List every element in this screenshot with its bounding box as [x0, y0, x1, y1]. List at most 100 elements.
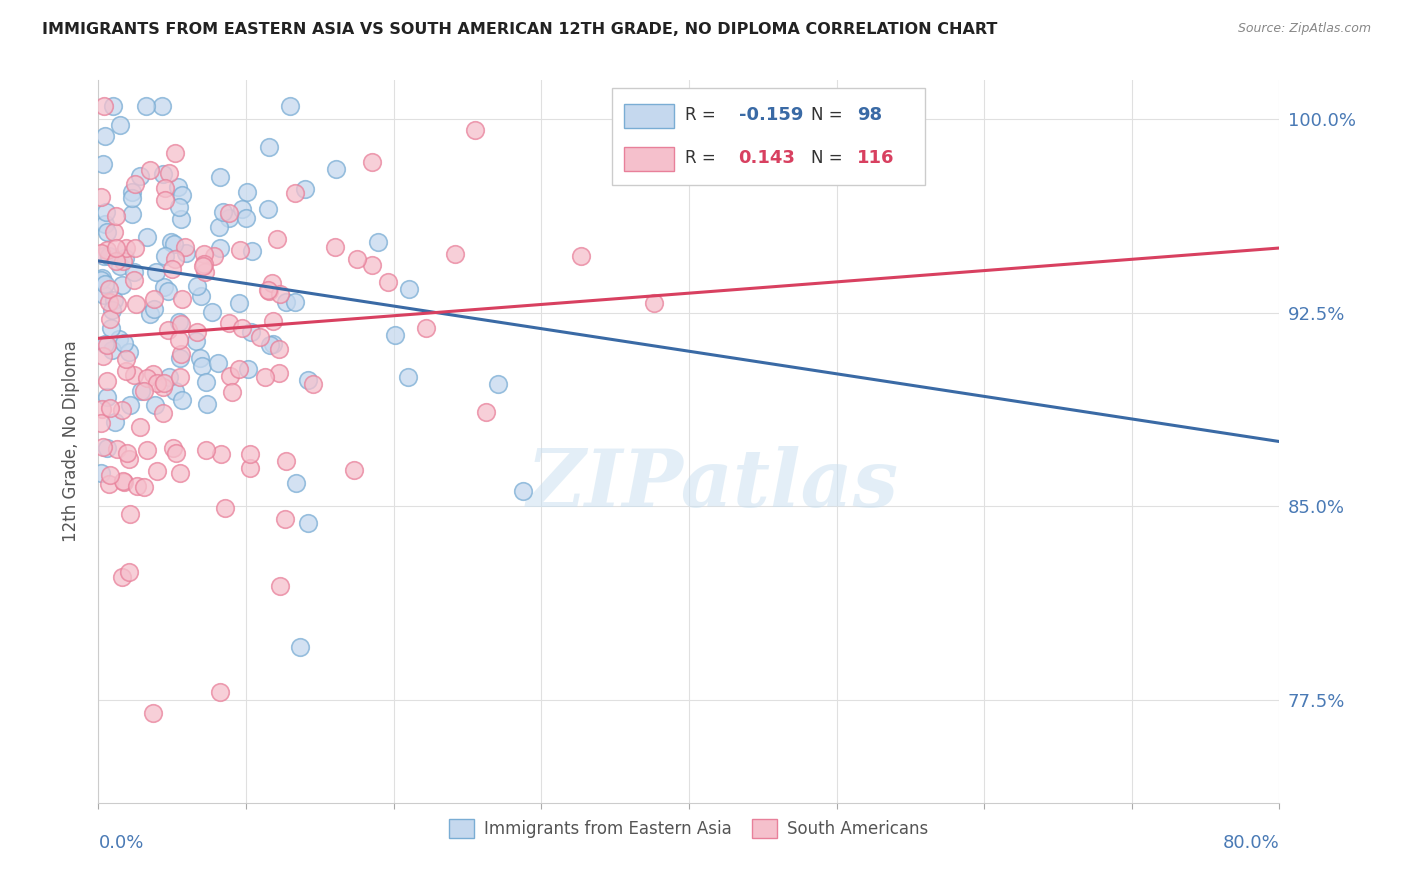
Text: N =: N =	[811, 106, 848, 124]
Text: ZIPatlas: ZIPatlas	[526, 446, 898, 524]
Point	[325, 161, 347, 176]
Point	[111, 403, 134, 417]
Point	[94, 218, 117, 232]
Point	[136, 443, 159, 458]
Text: Source: ZipAtlas.com: Source: ZipAtlas.com	[1237, 22, 1371, 36]
Point	[98, 468, 121, 483]
Point	[152, 380, 174, 394]
Point	[112, 475, 135, 489]
Text: 98: 98	[856, 106, 882, 124]
Point	[193, 257, 215, 271]
Point	[191, 259, 214, 273]
Point	[96, 225, 118, 239]
Point	[444, 247, 467, 261]
Point	[208, 684, 231, 698]
Point	[396, 370, 419, 384]
Point	[323, 240, 346, 254]
Point	[101, 343, 124, 357]
Point	[170, 293, 193, 307]
Point	[236, 362, 259, 376]
Text: 116: 116	[856, 149, 894, 167]
Point	[156, 323, 179, 337]
Point	[124, 177, 146, 191]
Text: 0.0%: 0.0%	[98, 834, 143, 852]
Point	[120, 398, 142, 412]
FancyBboxPatch shape	[624, 147, 673, 170]
Point	[108, 259, 131, 273]
Point	[257, 283, 280, 297]
Text: 80.0%: 80.0%	[1223, 834, 1279, 852]
Point	[157, 369, 180, 384]
Point	[170, 392, 193, 407]
Point	[155, 181, 177, 195]
Point	[90, 416, 112, 430]
Point	[195, 397, 218, 411]
Text: IMMIGRANTS FROM EASTERN ASIA VS SOUTH AMERICAN 12TH GRADE, NO DIPLOMA CORRELATIO: IMMIGRANTS FROM EASTERN ASIA VS SOUTH AM…	[42, 22, 997, 37]
Point	[90, 273, 112, 287]
Point	[108, 332, 131, 346]
Point	[239, 325, 262, 339]
Point	[118, 565, 141, 579]
Point	[142, 706, 165, 720]
Point	[96, 442, 118, 456]
FancyBboxPatch shape	[612, 87, 925, 185]
Text: N =: N =	[811, 149, 848, 167]
Point	[235, 211, 257, 225]
Point	[278, 99, 301, 113]
Point	[166, 180, 188, 194]
Point	[122, 368, 145, 383]
Point	[157, 166, 180, 180]
Point	[170, 188, 193, 202]
Point	[124, 242, 146, 256]
Point	[93, 349, 115, 363]
Point	[152, 406, 174, 420]
Point	[165, 146, 187, 161]
Point	[194, 265, 217, 279]
Point	[104, 210, 127, 224]
Point	[127, 479, 149, 493]
Point	[239, 447, 262, 461]
Point	[96, 204, 118, 219]
Point	[186, 279, 208, 293]
Point	[221, 384, 243, 399]
Point	[260, 276, 283, 290]
Point	[231, 202, 253, 216]
Point	[569, 249, 592, 263]
Point	[153, 250, 176, 264]
Point	[367, 235, 389, 249]
Point	[186, 326, 208, 340]
Point	[145, 265, 167, 279]
Point	[165, 384, 187, 398]
Point	[90, 467, 112, 481]
Point	[415, 320, 437, 334]
Point	[121, 185, 143, 199]
Point	[118, 345, 141, 359]
Point	[104, 241, 127, 255]
Point	[96, 374, 118, 388]
Point	[160, 261, 183, 276]
Point	[142, 293, 165, 307]
Point	[97, 282, 120, 296]
Point	[129, 384, 152, 398]
Point	[93, 157, 115, 171]
Point	[105, 442, 128, 456]
Y-axis label: 12th Grade, No Diploma: 12th Grade, No Diploma	[62, 341, 80, 542]
Point	[98, 249, 121, 263]
Point	[150, 99, 173, 113]
Point	[360, 155, 382, 169]
Point	[195, 375, 218, 389]
Point	[228, 362, 250, 376]
Point	[103, 293, 125, 308]
Point	[214, 500, 236, 515]
Point	[231, 321, 253, 335]
Point	[101, 303, 124, 318]
Point	[97, 476, 120, 491]
Point	[218, 316, 240, 330]
Point	[398, 282, 420, 296]
Point	[153, 376, 176, 391]
Text: R =: R =	[685, 106, 721, 124]
Point	[94, 337, 117, 351]
Point	[122, 273, 145, 287]
Point	[152, 280, 174, 294]
Point	[343, 462, 366, 476]
